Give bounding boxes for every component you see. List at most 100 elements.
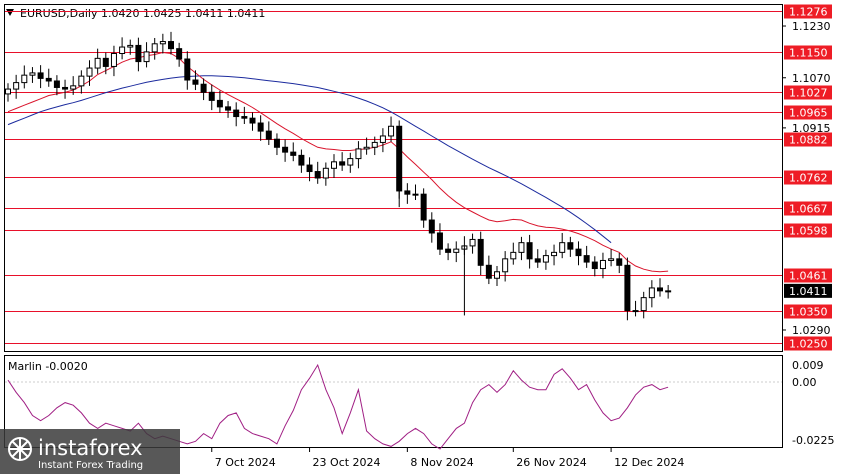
candle bbox=[567, 236, 574, 257]
candle bbox=[70, 76, 77, 95]
candle bbox=[363, 137, 370, 155]
candle-body-down bbox=[135, 44, 142, 63]
candle bbox=[624, 257, 631, 321]
candle bbox=[5, 83, 11, 102]
candle bbox=[665, 285, 672, 299]
candle bbox=[322, 162, 329, 186]
candle-body-down bbox=[445, 248, 452, 253]
moving-averages bbox=[7, 51, 669, 273]
candle-body-down bbox=[575, 248, 582, 257]
candle-body-up bbox=[632, 310, 639, 313]
current-price-box bbox=[784, 283, 832, 298]
candle-body-up bbox=[640, 297, 647, 312]
candle bbox=[110, 45, 117, 77]
candle bbox=[599, 252, 606, 279]
candle bbox=[339, 152, 346, 171]
candle bbox=[37, 65, 44, 89]
candle bbox=[127, 39, 134, 55]
candle-body-up bbox=[542, 255, 549, 263]
candle-body-down bbox=[404, 190, 411, 195]
current-price-marker: 1.0411 bbox=[784, 283, 832, 298]
level-label-box bbox=[784, 45, 832, 60]
osc-line bbox=[7, 363, 669, 450]
candle-body-up bbox=[347, 158, 354, 166]
candle-body-down bbox=[290, 151, 297, 156]
candle bbox=[216, 90, 223, 113]
candle bbox=[13, 74, 20, 99]
candle-body-up bbox=[453, 248, 460, 253]
candle bbox=[436, 223, 443, 255]
date-tick-label: 23 Oct 2024 bbox=[313, 456, 381, 469]
level-label-box bbox=[784, 105, 832, 120]
watermark: instaforex Instant Forex Trading bbox=[0, 429, 180, 474]
time-axis: 7 Oct 2024 23 Oct 2024 8 Nov 2024 26 Nov 20… bbox=[211, 448, 684, 469]
candle-body-down bbox=[591, 261, 598, 270]
level-label: 1.1150 bbox=[789, 47, 828, 60]
candle-body-down bbox=[216, 99, 223, 108]
candle bbox=[518, 236, 525, 261]
level-label-box bbox=[784, 304, 832, 319]
date-tick-label: 7 Oct 2024 bbox=[215, 456, 276, 469]
price-tick-label: 1.0290 bbox=[792, 324, 831, 337]
candle bbox=[648, 280, 655, 308]
ma-fast-line bbox=[7, 51, 669, 273]
current-price-label: 1.0411 bbox=[789, 285, 828, 298]
candle-body-up bbox=[559, 242, 566, 253]
candle bbox=[290, 142, 297, 162]
candle-body-down bbox=[184, 58, 191, 81]
candle bbox=[379, 128, 386, 153]
candle-body-up bbox=[143, 51, 150, 63]
candle-body-down bbox=[249, 117, 256, 124]
level-label-box bbox=[784, 170, 832, 185]
level-label: 1.0461 bbox=[789, 270, 828, 283]
candle bbox=[135, 37, 142, 72]
level-labels: 1.1276 1.1150 1.1027 1.0965 1.0882 1.0762 1.06… bbox=[784, 4, 832, 351]
candle bbox=[208, 84, 215, 111]
candle bbox=[143, 42, 150, 68]
price-tick-label: 1.0915 bbox=[792, 122, 831, 135]
candle bbox=[591, 256, 598, 277]
watermark-tagline: Instant Forex Trading bbox=[38, 460, 143, 471]
candle bbox=[331, 154, 337, 178]
candle-body-down bbox=[208, 91, 215, 101]
candle bbox=[233, 102, 240, 127]
candle bbox=[184, 51, 191, 90]
horizontal-levels bbox=[5, 11, 782, 344]
candle bbox=[445, 243, 452, 261]
level-label-box bbox=[784, 268, 832, 283]
candle-body-up bbox=[469, 238, 476, 247]
osc-tick-bottom: -0.0225 bbox=[792, 434, 834, 447]
candle bbox=[86, 60, 93, 86]
candle bbox=[542, 249, 549, 270]
candle-body-down bbox=[567, 242, 574, 250]
candle-body-down bbox=[225, 106, 232, 111]
candle-body-down bbox=[37, 72, 44, 79]
candle bbox=[494, 265, 500, 287]
candle bbox=[420, 188, 427, 228]
level-label: 1.0598 bbox=[789, 225, 828, 238]
candle-body-up bbox=[371, 141, 378, 148]
candle bbox=[45, 68, 52, 87]
candle-body-down bbox=[257, 122, 264, 132]
candle bbox=[102, 52, 109, 75]
instaforex-logo-icon bbox=[8, 437, 32, 461]
price-tick-label: 1.1230 bbox=[792, 20, 831, 33]
candle-body-up bbox=[363, 146, 370, 150]
candle-body-down bbox=[233, 109, 240, 118]
level-label-box bbox=[784, 201, 832, 216]
candle-body-down bbox=[176, 48, 183, 60]
candle bbox=[200, 78, 207, 101]
candle-body-up bbox=[494, 271, 500, 279]
candle-body-down bbox=[102, 57, 109, 67]
osc-tick-zero: 0.00 bbox=[792, 376, 817, 389]
ma-slow-line bbox=[7, 75, 612, 244]
candle-body-down bbox=[436, 232, 443, 250]
candle bbox=[616, 253, 623, 274]
candle bbox=[176, 42, 183, 67]
candle-body-up bbox=[388, 125, 395, 137]
symbol-menu-icon[interactable] bbox=[6, 9, 14, 16]
candle-body-down bbox=[657, 287, 663, 292]
level-label: 1.1027 bbox=[789, 87, 828, 100]
candle bbox=[485, 255, 492, 285]
